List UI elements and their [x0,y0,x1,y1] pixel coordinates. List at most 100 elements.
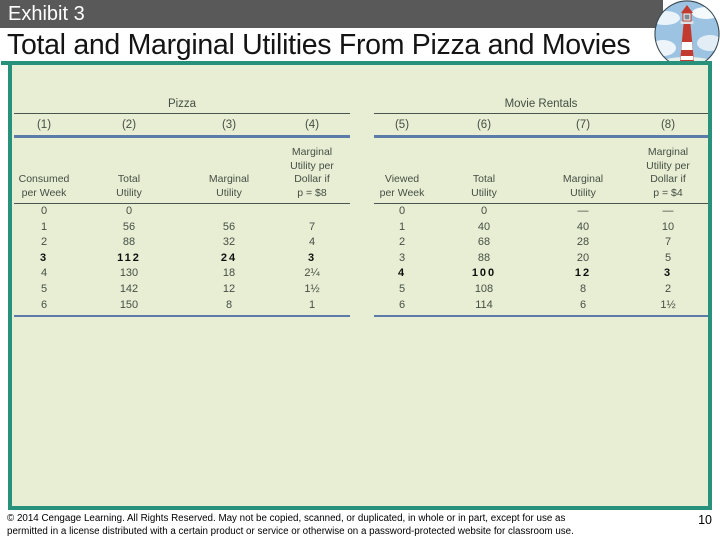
rule [14,203,350,204]
table-cell: 3 [39,251,49,264]
table-cell: 150 [119,298,139,311]
page-title: Total and Marginal Utilities From Pizza … [7,29,631,61]
table-cell: 6 [398,298,406,311]
table-cell: 3 [307,251,317,264]
table-cell: 2 [398,236,406,249]
table-row: 0 0 — — [374,204,708,220]
table-cell: 5 [40,282,48,295]
rule [374,315,708,318]
table-cell: 0 [40,205,48,217]
pizza-column-numbers: (1) (2) (3) (4) [14,114,350,135]
table-cell: 0 [125,205,133,217]
rule [14,113,350,114]
table-cell: 1 [398,220,406,233]
table-cell: 2 [664,282,672,295]
col-number: (5) [394,118,410,131]
table-cell: 28 [576,236,590,249]
table-cell: 142 [119,282,139,295]
col-number: (1) [36,118,52,131]
table-cell: 88 [122,236,136,249]
table-row: 6 114 6 1½ [374,298,708,314]
rule [374,135,708,138]
copyright-line-1: © 2014 Cengage Learning. All Rights Rese… [7,513,566,524]
table-row: 3 88 20 5 [374,251,708,267]
col-number: (3) [221,118,237,131]
table-cell: 8 [225,298,233,311]
table-row: 2 88 32 4 [14,235,350,251]
table-cell: 112 [117,251,141,264]
table-cell: 6 [40,298,48,311]
table-row-highlighted: 3 112 24 3 [14,251,350,267]
table-cell: — [577,205,589,217]
table-cell: 40 [576,220,590,233]
table-cell: 68 [477,236,491,249]
lighthouse-icon [653,0,720,68]
movies-rows: 0 0 — — 1 40 40 10 2 68 28 7 3 88 20 5 4… [374,204,708,313]
table-cell: 8 [579,282,587,295]
table-row: 1 56 56 7 [14,220,350,236]
table-cell: 1 [40,220,48,233]
exhibit-bar: Exhibit 3 [0,0,663,28]
col-number: (7) [575,118,591,131]
movies-column-numbers: (5) (6) (7) (8) [374,114,708,135]
rule [374,113,708,114]
column-header: Marginal Utility [208,173,250,199]
table-cell: 108 [474,282,494,295]
pizza-group-label: Pizza [167,98,197,110]
column-header: Marginal Utility per Dollar if p = $8 [290,146,334,199]
table-cell: 3 [398,251,406,264]
col-number: (2) [121,118,137,131]
table-cell: — [662,205,674,217]
table-cell: 5 [664,251,672,264]
exhibit-label: Exhibit 3 [8,3,85,25]
table-cell: 130 [119,267,139,280]
table-cell: 0 [480,205,488,217]
table-cell: 0 [398,205,406,217]
col-number: (4) [304,118,320,131]
rule [374,203,708,204]
page-number: 10 [698,513,712,527]
column-header: Marginal Utility per Dollar if p = $4 [646,146,690,199]
table-cell: 56 [222,220,236,233]
table-cell: 3 [663,267,673,280]
col-number: (8) [660,118,676,131]
table-cell: 2 [40,236,48,249]
table-row: 2 68 28 7 [374,235,708,251]
table-row: 6 150 8 1 [14,298,350,314]
table-cell: 1½ [660,298,676,311]
table-cell: 20 [576,251,590,264]
movies-group-label: Movie Rentals [504,98,578,110]
column-header: Consumed per Week [18,173,70,199]
table-cell: 40 [477,220,491,233]
table-row: 1 40 40 10 [374,220,708,236]
col-number: (6) [476,118,492,131]
table-row: 0 0 [14,204,350,220]
table-cell: 88 [477,251,491,264]
table-cell: 114 [475,298,493,311]
pizza-column-headers: Consumed per Week Total Utility Marginal… [14,138,350,203]
table-row: 5 108 8 2 [374,282,708,298]
rule [14,315,350,318]
movies-table-section: Movie Rentals (5) (6) (7) (8) Viewed per… [374,96,708,318]
table-cell: 2¼ [304,267,320,280]
copyright-line-2: permitted in a license distributed with … [7,526,574,537]
rule [14,135,350,138]
table-cell: 10 [661,220,675,233]
table-cell: 4 [308,236,316,249]
column-header: Marginal Utility [562,173,604,199]
table-row-highlighted: 4 100 12 3 [374,266,708,282]
table-cell: 56 [122,220,136,233]
column-header: Total Utility [116,173,142,199]
pizza-table-section: Pizza (1) (2) (3) (4) Consumed per Week … [14,96,350,318]
table-cell [274,204,350,220]
table-cell: 18 [222,267,236,280]
table-cell: 100 [471,267,497,280]
movies-column-headers: Viewed per Week Total Utility Marginal U… [374,138,708,203]
table-cell: 5 [398,282,406,295]
table-cell: 6 [579,298,587,311]
table-cell: 7 [308,220,316,233]
table-cell: 12 [222,282,236,295]
table-row: 4 130 18 2¼ [14,266,350,282]
table-cell [184,204,274,220]
table-cell: 1½ [304,282,320,295]
